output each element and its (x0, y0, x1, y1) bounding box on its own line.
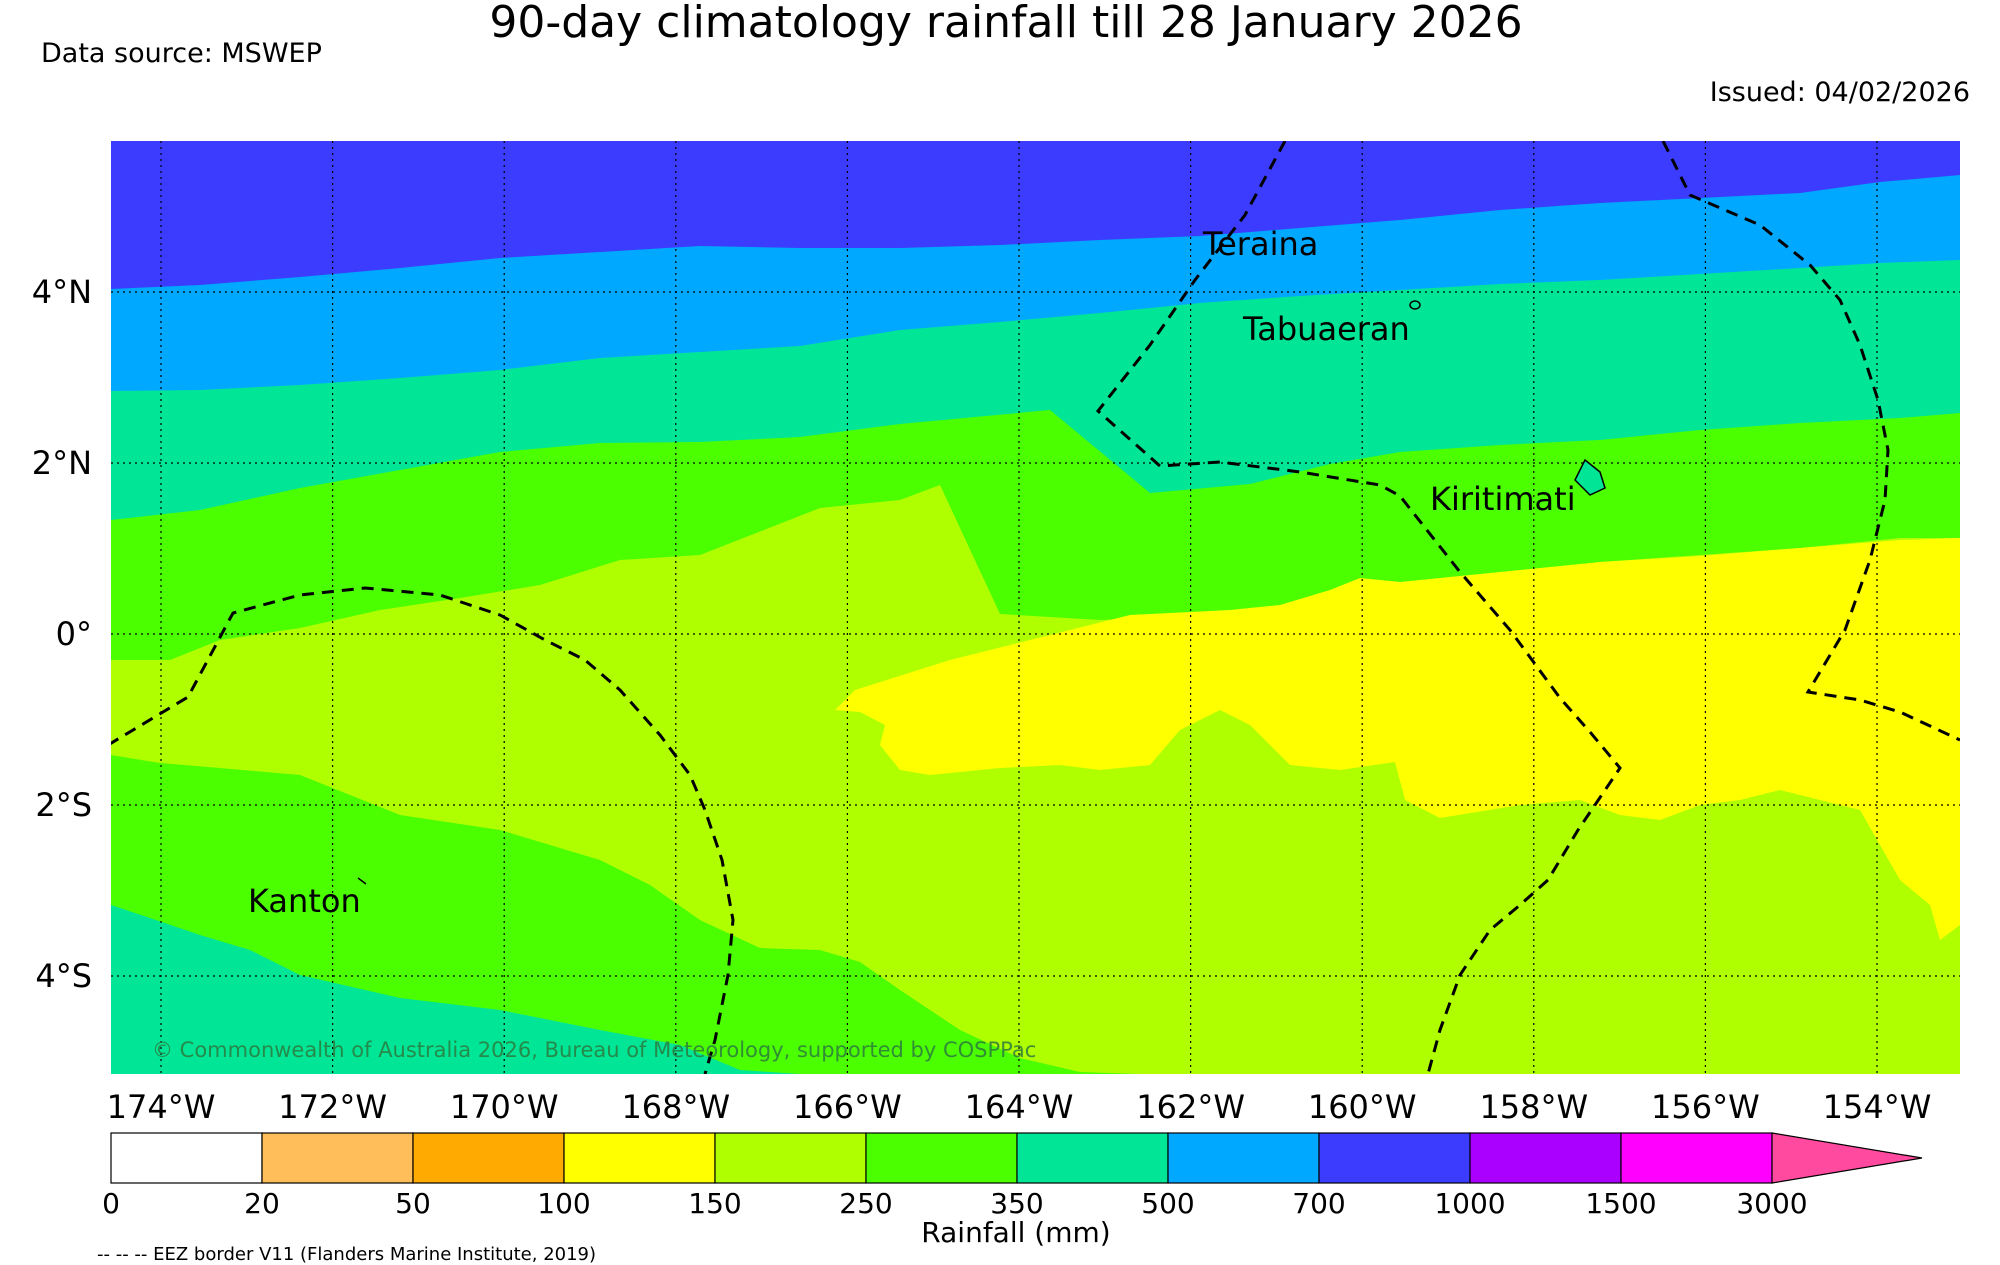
eez-borders (111, 141, 1960, 1074)
colorbar-tick-label: 150 (688, 1187, 741, 1220)
eez-line-line-islands-west (1095, 141, 1622, 1074)
colorbar-tick-label: 350 (990, 1187, 1043, 1220)
colorbar-tick-label: 0 (102, 1187, 120, 1220)
place-label-kiritimati: Kiritimati (1430, 480, 1576, 518)
longitude-label: 170°W (450, 1088, 559, 1126)
eez-line-line-islands-east (1661, 141, 1960, 742)
band-100-150 (835, 538, 1960, 940)
colorbar-segment (1318, 1132, 1471, 1184)
colorbar-tick-labels: 0 20 50 100 150 250 350 500 700 1000 1500 3000 (102, 1187, 1808, 1220)
map-panel: Teraina Tabuaeran Kiritimati Kanton © Co… (111, 141, 1960, 1074)
map-title: 90-day climatology rainfall till 28 Janu… (489, 0, 1522, 48)
colorbar-tick-label: 250 (839, 1187, 892, 1220)
colorbar-segment (1620, 1132, 1773, 1184)
colorbar-segment (714, 1132, 867, 1184)
kiritimati-island-icon (1574, 458, 1606, 496)
band-350-500-south (111, 905, 800, 1074)
longitude-label: 172°W (278, 1088, 387, 1126)
kanton-island-icon (357, 877, 367, 885)
issued-date: Issued: 04/02/2026 (1710, 77, 1970, 108)
latitude-label: 2°S (35, 786, 92, 824)
colorbar-segment (412, 1132, 565, 1184)
tabuaeran-island-icon (1409, 300, 1421, 310)
band-700-1000 (111, 141, 1960, 289)
place-label-kanton: Kanton (248, 882, 361, 920)
colorbar-tick-label: 50 (395, 1187, 431, 1220)
colorbar (110, 1132, 1923, 1184)
longitude-label: 160°W (1308, 1088, 1417, 1126)
longitude-label: 156°W (1651, 1088, 1760, 1126)
colorbar-extend-arrow (1771, 1132, 1923, 1184)
place-label-teraina: Teraina (1202, 225, 1318, 263)
colorbar-tick-label: 1000 (1434, 1187, 1505, 1220)
graticule (111, 141, 1960, 1074)
latitude-label: 2°N (32, 444, 92, 482)
longitude-label: 158°W (1479, 1088, 1588, 1126)
latitude-label: 4°S (35, 957, 92, 995)
colorbar-segment (1167, 1132, 1320, 1184)
colorbar-label: Rainfall (mm) (921, 1216, 1110, 1249)
colorbar-segment (110, 1132, 263, 1184)
colorbar-tick-label: 3000 (1736, 1187, 1807, 1220)
longitude-label: 174°W (107, 1088, 216, 1126)
eez-line-kanton (111, 586, 735, 1074)
colorbar-tick-label: 700 (1292, 1187, 1345, 1220)
longitude-label: 164°W (965, 1088, 1074, 1126)
latitude-label: 0° (56, 615, 92, 653)
longitude-label: 154°W (1823, 1088, 1932, 1126)
colorbar-segment (261, 1132, 414, 1184)
place-label-tabuaeran: Tabuaeran (1242, 310, 1410, 348)
colorbar-segment (1469, 1132, 1622, 1184)
latitude-label: 4°N (32, 273, 92, 311)
longitude-labels: 174°W 172°W 170°W 168°W 166°W 164°W 162°W 160°W… (107, 1088, 1932, 1126)
latitude-labels: 4°N 2°N 0° 2°S 4°S (32, 273, 92, 995)
colorbar-segment (563, 1132, 716, 1184)
longitude-label: 168°W (621, 1088, 730, 1126)
longitude-label: 162°W (1136, 1088, 1245, 1126)
copyright-notice: © Commonwealth of Australia 2026, Bureau… (152, 1038, 1036, 1062)
colorbar-segment (865, 1132, 1018, 1184)
colorbar-tick-label: 100 (537, 1187, 590, 1220)
data-source: Data source: MSWEP (41, 38, 322, 69)
colorbar-tick-label: 20 (244, 1187, 280, 1220)
longitude-label: 166°W (793, 1088, 902, 1126)
colorbar-segment (1016, 1132, 1169, 1184)
colorbar-tick-label: 1500 (1585, 1187, 1656, 1220)
colorbar-tick-label: 500 (1141, 1187, 1194, 1220)
eez-note: -- -- -- EEZ border V11 (Flanders Marine… (97, 1244, 596, 1265)
